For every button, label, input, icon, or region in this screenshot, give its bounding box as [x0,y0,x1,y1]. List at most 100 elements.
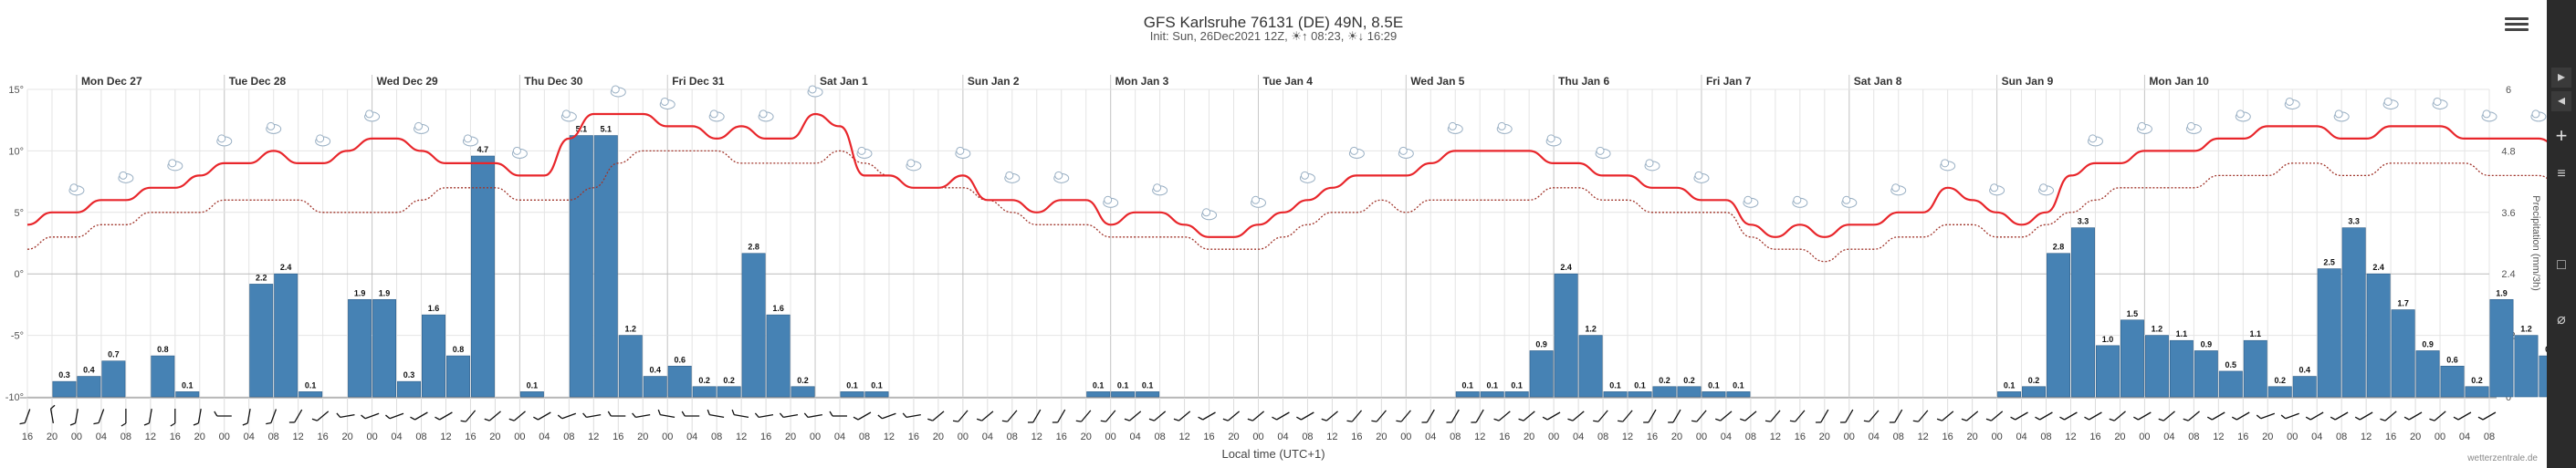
wind-flag [1471,421,1477,423]
precip-value-label: 3.3 [2348,217,2360,226]
add-icon[interactable]: + [2555,124,2568,147]
hour-label: 12 [1770,432,1781,442]
precip-value-label: 0.2 [723,376,735,385]
wind-flag [1371,420,1377,422]
hour-label: 16 [1351,432,1362,442]
precip-value-label: 1.2 [2520,325,2532,334]
wind-flag [1740,418,1745,421]
hour-label: 04 [244,432,255,442]
precip-value-label: 0.2 [797,376,809,385]
menu-icon[interactable]: ≡ [2557,166,2566,182]
cloud-puff [1054,171,1063,180]
wind-barb [435,411,453,421]
hour-label: 04 [686,432,697,442]
wind-flag [2084,416,2089,421]
wind-barb [214,411,232,417]
wind-flag [2010,416,2016,421]
expand-icon[interactable]: ▸ [2551,68,2571,88]
wind-shaft [1795,410,1806,422]
wind-flag [19,421,26,425]
wind-barb [1052,409,1066,423]
precip-value-label: 0.2 [1683,376,1695,385]
wind-shaft [1154,411,1167,421]
wind-shaft [1105,410,1116,422]
wind-flag [1173,418,1179,421]
wind-shaft [317,411,330,421]
precip-bar [2391,309,2415,398]
wind-barb [2354,411,2373,421]
wind-flag [2133,416,2139,421]
cloud-puff [267,121,276,130]
window-icon[interactable]: □ [2557,257,2566,273]
hour-label: 04 [391,432,402,442]
wind-flag [2231,416,2237,421]
wind-shaft [1894,409,1903,423]
precip-value-label: 5.1 [601,125,613,134]
hour-label: 16 [613,432,623,442]
wind-shaft [2113,411,2126,421]
wind-flag [927,418,933,421]
wind-barb [242,409,251,426]
wind-flag [2380,418,2386,421]
hamburger-menu-icon[interactable] [2505,15,2529,35]
cloud-puff [561,109,571,119]
wind-barb [779,412,799,419]
precip-value-label: 2.4 [1560,263,1572,272]
wind-shaft [1869,410,1880,422]
wind-shaft [932,411,945,421]
precip-value-label: 0.1 [1117,380,1129,390]
wind-shaft [857,411,872,421]
precip-value-label: 0.3 [403,370,415,380]
wind-barb [1593,410,1608,422]
collapse-icon[interactable]: ◂ [2551,91,2571,111]
cloud-puff [2088,134,2097,143]
cloud-puff [512,146,521,155]
wind-flag [311,418,318,421]
wind-shaft [1081,410,1092,422]
hour-label: 00 [2287,432,2298,442]
wind-shaft [635,413,651,419]
wind-shaft [389,412,404,420]
wind-flag [657,409,661,415]
wind-barb [1100,410,1116,422]
hour-label: 12 [884,432,895,442]
sunset-time: 16:29 [1367,29,1398,43]
hour-label: 08 [1597,432,1608,442]
link-icon[interactable]: ⌀ [2557,312,2566,328]
day-label: Sun Jan 2 [968,75,1020,88]
hour-label: 12 [736,432,747,442]
weather-cloud-icon [266,121,282,134]
sunrise-icon: ☀↑ [1291,29,1308,43]
cloud-puff [1300,171,1309,180]
temperature-line [26,112,2547,238]
weather-cloud-icon [2284,97,2300,109]
precip-bar [717,386,741,398]
wind-flag [1889,421,1895,423]
wind-barb [2035,411,2053,421]
precip-value-label: 1.1 [2250,329,2262,338]
precip-value-label: 1.9 [354,288,366,297]
wind-barb [1148,411,1167,421]
wind-barb [2183,411,2200,421]
precip-value-label: 1.9 [379,288,391,297]
precip-value-label: 2.4 [2372,263,2384,272]
hour-label: 12 [1178,432,1189,442]
hour-label: 04 [2459,432,2470,442]
wind-barb [803,412,822,419]
hour-label: 00 [366,432,377,442]
wind-barb [49,404,56,423]
wind-flag [2429,418,2435,421]
wind-barb [607,411,626,417]
wind-barb [2453,411,2472,421]
wind-barb [1789,410,1806,422]
precip-bar [175,391,200,398]
cloud-puff [168,159,177,168]
wind-barb [1691,410,1707,422]
wind-flag [1617,420,1623,422]
hour-label: 12 [1918,432,1929,442]
wind-barb [2084,411,2102,421]
wind-shaft [1057,409,1066,423]
weather-cloud-icon [1989,183,2005,196]
hour-label: 12 [440,432,451,442]
wind-shaft [74,409,79,423]
